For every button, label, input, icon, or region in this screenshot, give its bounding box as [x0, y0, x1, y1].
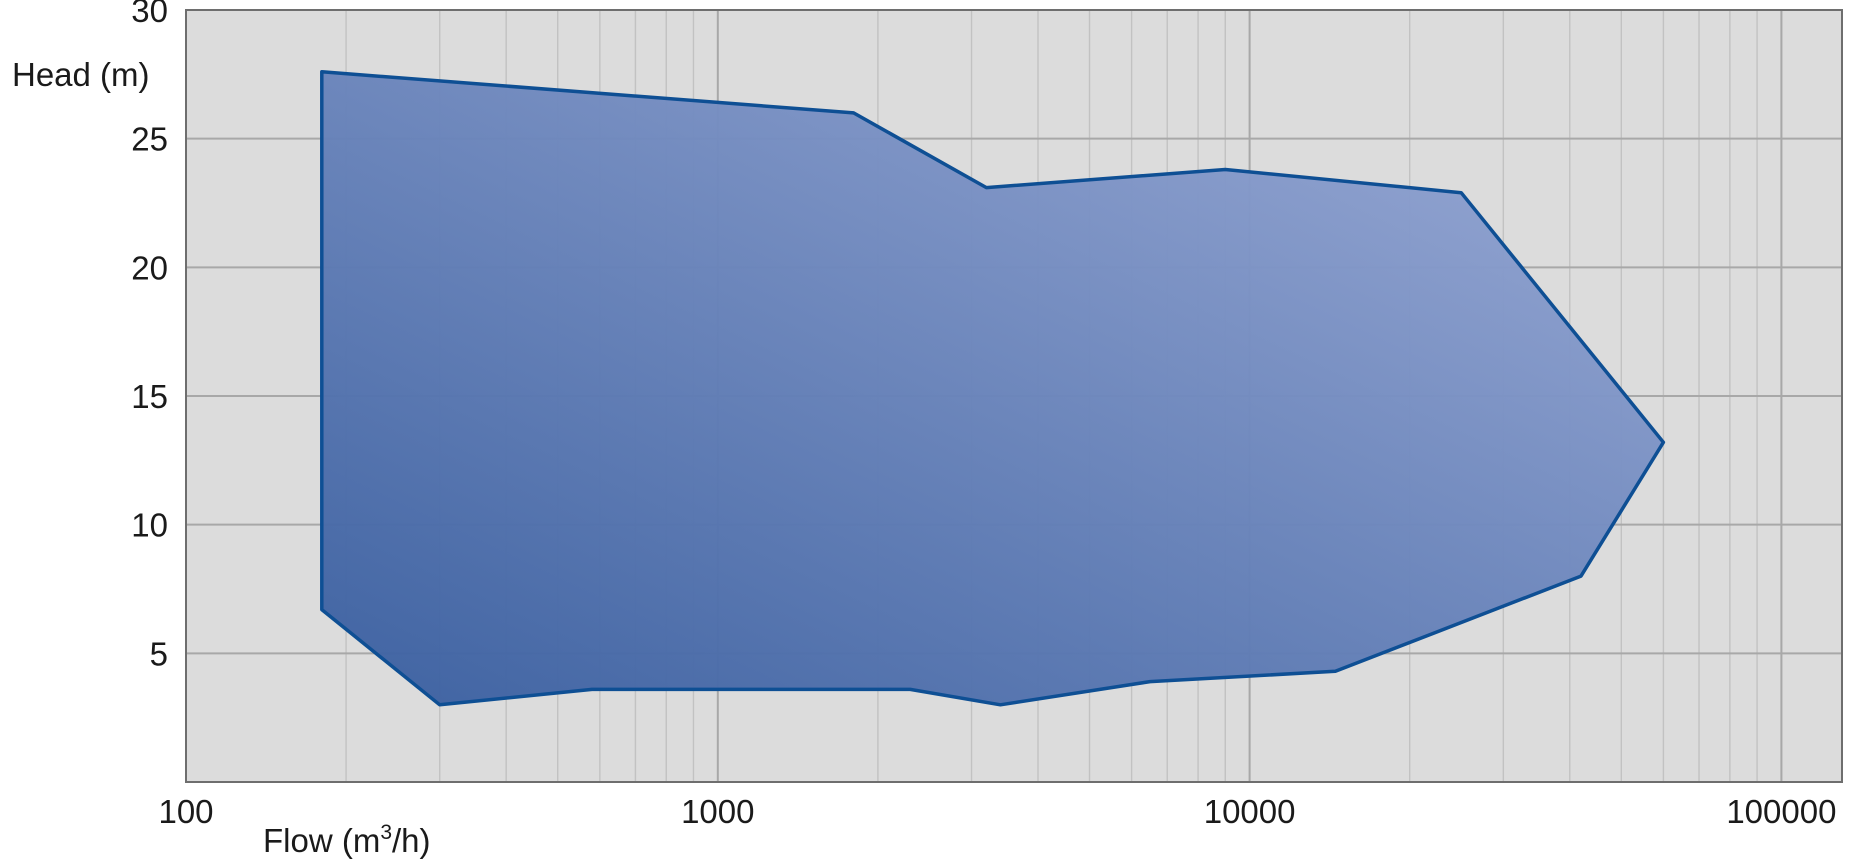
y-tick-label: 10: [131, 507, 168, 544]
x-tick-label: 100000: [1726, 793, 1836, 830]
y-tick-label: 20: [131, 249, 168, 286]
y-tick-label: 15: [131, 378, 168, 415]
x-axis-title: Flow (m3/h): [263, 821, 431, 859]
x-tick-label: 1000: [681, 793, 754, 830]
x-tick-label: 10000: [1204, 793, 1296, 830]
x-tick-label: 100: [158, 793, 213, 830]
y-tick-label: 25: [131, 121, 168, 158]
y-tick-label: 5: [150, 635, 168, 672]
y-tick-label: 30: [131, 0, 168, 29]
y-axis-title: Head (m): [12, 56, 150, 93]
